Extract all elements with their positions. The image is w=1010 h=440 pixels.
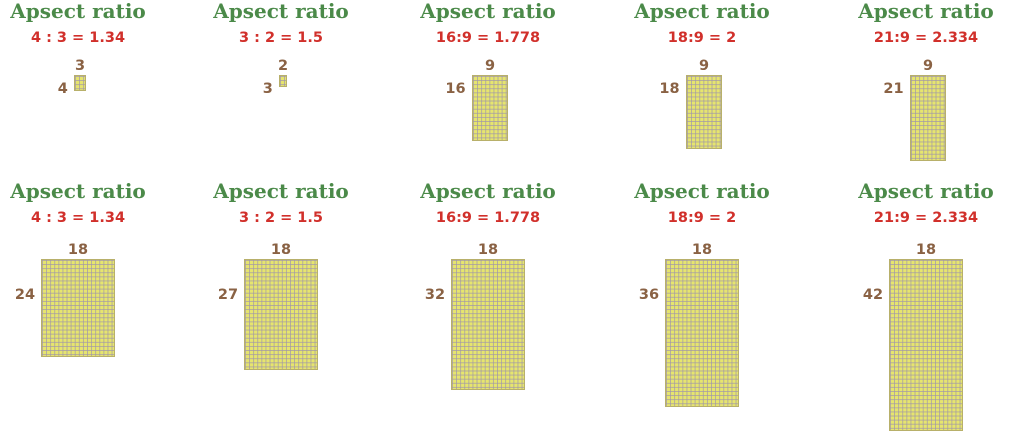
ratio-item: Apsect ratio 3 : 2 = 1.5 2 3	[181, 0, 381, 260]
ratio-item: Apsect ratio 18:9 = 2 18 36	[602, 180, 802, 440]
height-label: 21	[883, 81, 904, 97]
ratio-label: 18:9 = 2	[667, 210, 737, 226]
ratio-label: 4 : 3 = 1.34	[30, 30, 126, 46]
height-label: 24	[14, 287, 36, 303]
ratio-grid	[665, 259, 739, 407]
height-label: 42	[862, 287, 884, 303]
ratio-grid	[278, 75, 288, 88]
width-label: 18	[477, 242, 499, 258]
heading: Apsect ratio	[634, 179, 770, 203]
ratio-label: 21:9 = 2.334	[873, 30, 979, 46]
heading: Apsect ratio	[213, 179, 349, 203]
width-label: 2	[277, 58, 289, 74]
ratio-grid	[889, 259, 963, 432]
ratio-label: 16:9 = 1.778	[435, 210, 541, 226]
ratio-grid	[244, 259, 318, 370]
ratio-item: Apsect ratio 4 : 3 = 1.34 18 24	[0, 180, 178, 440]
ratio-grid	[451, 259, 525, 391]
ratio-label: 18:9 = 2	[667, 30, 737, 46]
ratio-label: 4 : 3 = 1.34	[30, 210, 126, 226]
heading: Apsect ratio	[10, 179, 146, 203]
ratio-grid	[73, 75, 87, 92]
width-label: 9	[698, 58, 710, 74]
width-label: 18	[67, 242, 89, 258]
ratio-grid	[471, 75, 509, 141]
width-label: 3	[74, 58, 86, 74]
ratio-item: Apsect ratio 18:9 = 2 9 18	[602, 0, 802, 260]
heading: Apsect ratio	[420, 0, 556, 23]
ratio-item: Apsect ratio 3 : 2 = 1.5 18 27	[181, 180, 381, 440]
ratio-item: Apsect ratio 16:9 = 1.778 9 16	[388, 0, 588, 260]
height-label: 27	[217, 287, 239, 303]
height-label: 4	[57, 81, 68, 97]
height-label: 16	[445, 81, 466, 97]
ratio-item: Apsect ratio 21:9 = 2.334 18 42	[826, 180, 1010, 440]
heading: Apsect ratio	[634, 0, 770, 23]
width-label: 9	[484, 58, 496, 74]
width-label: 18	[915, 242, 937, 258]
width-label: 18	[270, 242, 292, 258]
heading: Apsect ratio	[858, 179, 994, 203]
ratio-label: 3 : 2 = 1.5	[238, 30, 323, 46]
width-label: 18	[691, 242, 713, 258]
ratio-label: 21:9 = 2.334	[873, 210, 979, 226]
height-label: 18	[659, 81, 680, 97]
width-label: 9	[922, 58, 934, 74]
ratio-item: Apsect ratio 21:9 = 2.334 9 21	[826, 0, 1010, 260]
ratio-grid	[909, 75, 947, 162]
heading: Apsect ratio	[213, 0, 349, 23]
heading: Apsect ratio	[10, 0, 146, 23]
ratio-label: 3 : 2 = 1.5	[238, 210, 323, 226]
ratio-item: Apsect ratio 16:9 = 1.778 18 32	[388, 180, 588, 440]
heading: Apsect ratio	[420, 179, 556, 203]
heading: Apsect ratio	[858, 0, 994, 23]
ratio-grid	[685, 75, 723, 149]
ratio-label: 16:9 = 1.778	[435, 30, 541, 46]
ratio-item: Apsect ratio 4 : 3 = 1.34 3 4	[0, 0, 178, 260]
height-label: 36	[638, 287, 660, 303]
height-label: 32	[424, 287, 446, 303]
ratio-grid	[41, 259, 115, 358]
height-label: 3	[262, 81, 273, 97]
